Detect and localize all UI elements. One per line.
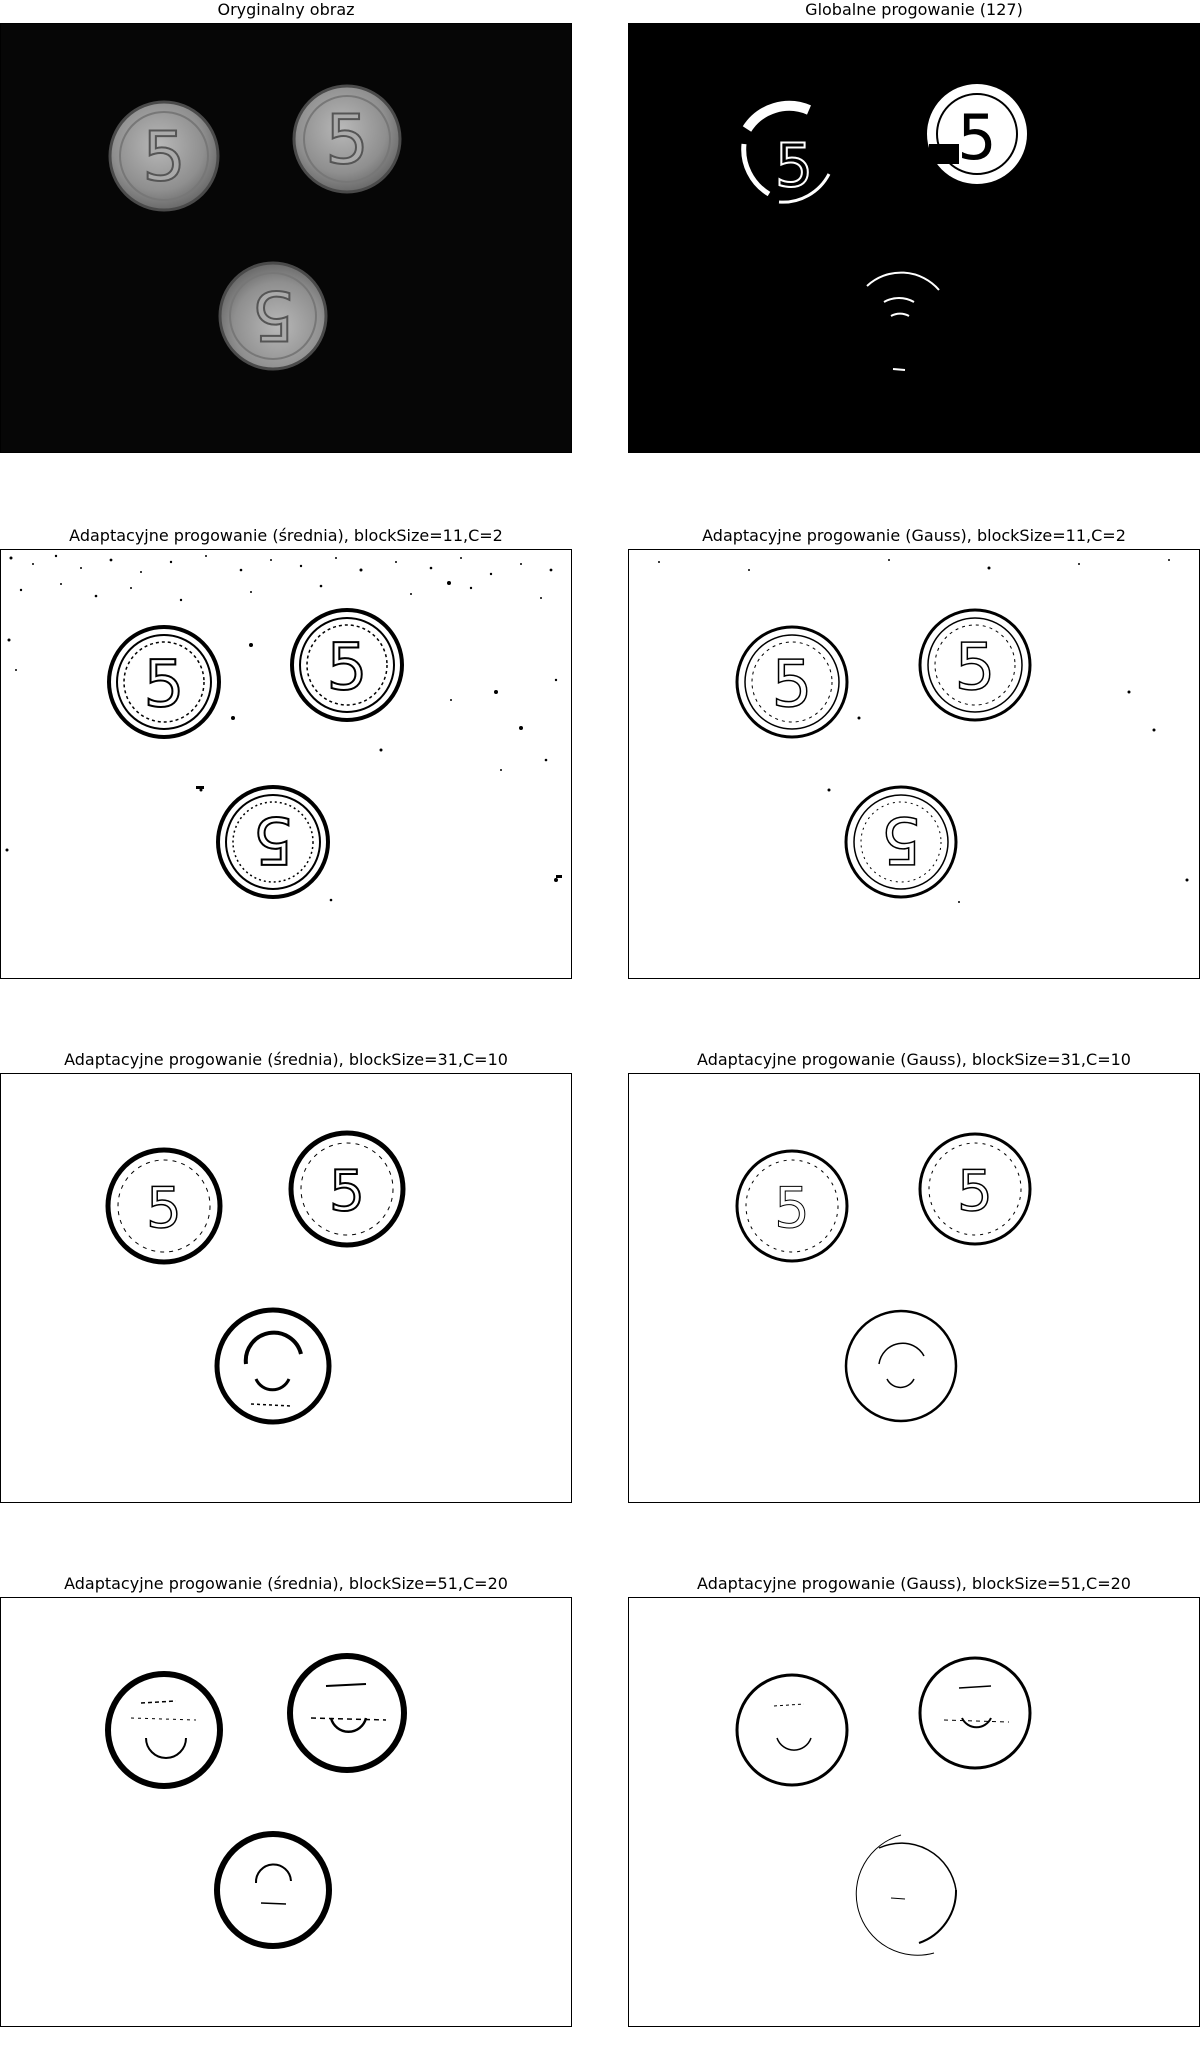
image-frame: 5 5 5 — [0, 549, 572, 979]
image-frame: 5 5 — [0, 1073, 572, 1503]
svg-text:5: 5 — [775, 131, 813, 201]
coin-image — [629, 1598, 1199, 2026]
image-frame — [0, 1597, 572, 2027]
panel-title: Adaptacyjne progowanie (średnia), blockS… — [64, 1050, 508, 1069]
coin-image: 5 5 5 — [1, 24, 571, 452]
panel-title: Adaptacyjne progowanie (średnia), blockS… — [64, 1574, 508, 1593]
image-frame: 5 5 — [628, 1073, 1200, 1503]
svg-text:5: 5 — [957, 1159, 993, 1224]
panel-title: Oryginalny obraz — [217, 0, 355, 19]
image-frame: 5 5 5 — [0, 23, 572, 453]
svg-text:5: 5 — [142, 118, 185, 197]
svg-text:5: 5 — [146, 1176, 182, 1241]
panel-title: Adaptacyjne progowanie (Gauss), blockSiz… — [697, 1050, 1131, 1069]
panel-title: Adaptacyjne progowanie (Gauss), blockSiz… — [697, 1574, 1131, 1593]
svg-text:5: 5 — [144, 648, 185, 722]
panel-title: Adaptacyjne progowanie (Gauss), blockSiz… — [702, 526, 1126, 545]
coin-image: 5 5 — [629, 24, 1199, 452]
coin-image: 5 5 — [629, 1074, 1199, 1502]
svg-text:5: 5 — [955, 631, 996, 705]
svg-text:5: 5 — [774, 1176, 810, 1241]
svg-text:5: 5 — [325, 101, 368, 180]
coin-image — [1, 1598, 571, 2026]
svg-text:5: 5 — [253, 802, 294, 876]
panel-title: Globalne progowanie (127) — [805, 0, 1023, 19]
coin-image: 5 5 5 — [629, 550, 1199, 978]
coin-image: 5 5 — [1, 1074, 571, 1502]
image-frame: 5 5 5 — [628, 549, 1200, 979]
image-frame: 5 5 — [628, 23, 1200, 453]
svg-text:5: 5 — [251, 275, 294, 354]
svg-text:5: 5 — [772, 648, 813, 722]
svg-text:5: 5 — [881, 802, 922, 876]
svg-text:5: 5 — [327, 631, 368, 705]
svg-text:5: 5 — [329, 1159, 365, 1224]
image-frame — [628, 1597, 1200, 2027]
coin-image: 5 5 5 — [1, 550, 571, 978]
svg-text:5: 5 — [957, 101, 996, 174]
panel-title: Adaptacyjne progowanie (średnia), blockS… — [69, 526, 503, 545]
